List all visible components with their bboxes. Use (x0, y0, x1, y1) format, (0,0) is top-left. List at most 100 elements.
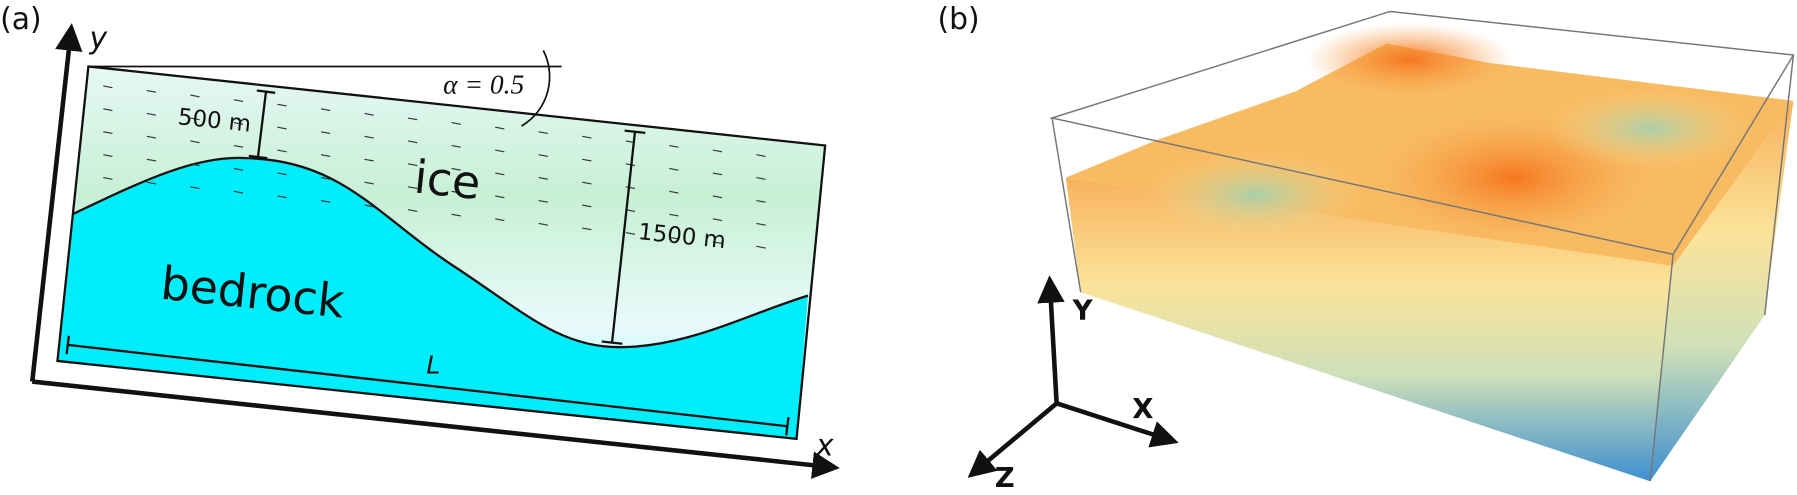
velocity-arrow (233, 190, 244, 194)
domain-outline (56, 65, 827, 441)
velocity-arrow (277, 172, 287, 176)
z-axis (967, 401, 1059, 478)
velocity-arrow (146, 112, 157, 116)
axis-label: x (815, 428, 834, 463)
velocity-arrow (364, 158, 374, 162)
velocity-arrow (277, 195, 287, 199)
velocity-arrow (669, 213, 679, 217)
front-face (1065, 177, 1674, 482)
velocity-arrow (103, 154, 113, 157)
x-axis (1055, 401, 1179, 448)
angle-label: α = 0.5 (443, 68, 524, 99)
panel-label: (b) (937, 2, 979, 37)
velocity-arrow (277, 126, 287, 130)
velocity-arrow (146, 158, 157, 162)
velocity-arrow (495, 172, 505, 176)
velocity-arrow (407, 117, 418, 121)
velocity-field (103, 85, 766, 249)
axis-label: Y (1072, 295, 1094, 327)
velocity-arrow (146, 135, 157, 139)
velocity-arrow (233, 99, 244, 102)
velocity-arrow (538, 199, 548, 203)
velocity-arrow (451, 122, 461, 125)
velocity-arrow (103, 108, 113, 112)
velocity-arrow (233, 122, 244, 125)
velocity-arrow (320, 131, 331, 135)
velocity-arrow (582, 181, 592, 185)
velocity-arrow (407, 140, 418, 144)
velocity-arrow (103, 177, 113, 180)
velocity-arrow (582, 227, 592, 231)
y-axis (1037, 275, 1065, 404)
velocity-arrow (190, 117, 200, 121)
velocity-arrow (103, 85, 113, 89)
velocity-arrow (669, 167, 679, 171)
velocity-arrow (451, 190, 461, 194)
bounding-box (1049, 10, 1795, 482)
velocity-arrow (364, 181, 374, 185)
axis-label: y (89, 22, 108, 57)
velocity-arrow (407, 186, 418, 190)
velocity-arrow (407, 209, 418, 212)
velocity-arrow (495, 149, 505, 153)
angle-arc (521, 50, 551, 127)
dimension-length (65, 335, 790, 436)
velocity-arrow (320, 154, 331, 157)
velocity-arrow (538, 177, 548, 180)
hill (1306, 22, 1513, 97)
y-axis (29, 23, 83, 382)
bedrock-region (57, 157, 808, 439)
velocity-arrow (712, 149, 723, 153)
velocity-arrow (495, 195, 505, 199)
velocity-arrow (495, 218, 505, 222)
velocity-arrow (669, 236, 679, 240)
velocity-arrow (364, 112, 374, 116)
velocity-arrow (495, 126, 505, 130)
length-label: L (426, 351, 440, 380)
velocity-arrow (669, 190, 679, 194)
velocity-arrow (190, 186, 200, 190)
axis-label: X (1132, 393, 1153, 425)
velocity-arrow (712, 241, 723, 245)
velocity-arrow (756, 154, 766, 157)
velocity-arrow (756, 177, 766, 180)
velocity-arrow (320, 177, 331, 180)
velocity-arrow (625, 232, 636, 235)
velocity-arrow (190, 140, 200, 144)
velocity-arrow (756, 199, 766, 203)
depression (1146, 151, 1364, 239)
velocity-arrow (712, 218, 723, 222)
velocity-arrow (756, 245, 766, 249)
velocity-arrow (538, 131, 548, 135)
velocity-arrow (669, 144, 679, 148)
velocity-arrow (364, 204, 374, 208)
velocity-arrow (756, 222, 766, 226)
velocity-arrow (103, 131, 113, 135)
velocity-arrow (625, 186, 636, 190)
x-axis (32, 379, 840, 479)
velocity-arrow (277, 103, 287, 107)
velocity-arrow (233, 167, 244, 171)
velocity-arrow (233, 144, 244, 148)
velocity-arrow (277, 149, 287, 153)
dimension-1500 (601, 129, 646, 345)
velocity-arrow (582, 204, 592, 208)
velocity-arrow (538, 154, 548, 157)
panel-a: (a) y x α = 0.5 500 m 1500 m ice bedrock… (0, 2, 840, 479)
velocity-arrow (538, 222, 548, 226)
velocity-arrow (712, 195, 723, 199)
axis-label: Z (995, 462, 1015, 494)
velocity-arrow (190, 94, 200, 98)
velocity-arrow (451, 144, 461, 148)
velocity-arrow (146, 181, 157, 185)
velocity-arrow (320, 199, 331, 203)
depression (1547, 88, 1754, 169)
panel-b: (b) Y X Z (937, 2, 1795, 494)
velocity-arrow (451, 167, 461, 171)
dimension-500 (248, 89, 276, 160)
velocity-arrow (582, 158, 592, 162)
panel-label: (a) (0, 2, 41, 37)
velocity-arrow (190, 163, 200, 167)
region-label: ice (412, 150, 483, 211)
